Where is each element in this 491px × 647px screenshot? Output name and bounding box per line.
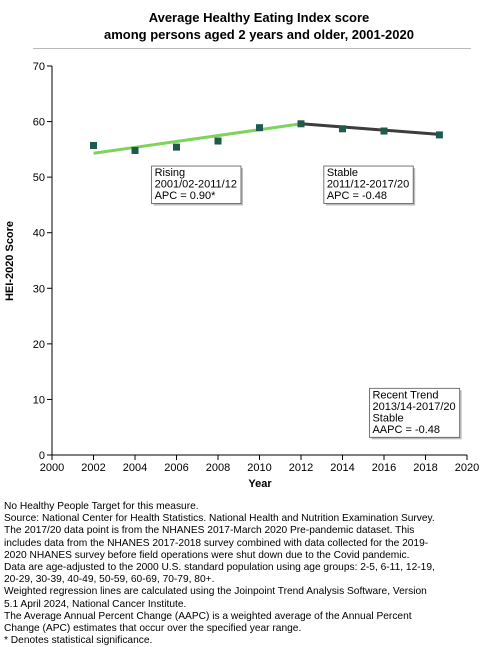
footnote-line: No Healthy People Target for this measur… (4, 501, 199, 512)
footnote-line: Source: National Center for Health Stati… (4, 513, 435, 525)
footnote-line: The Average Annual Percent Change (AAPC)… (4, 610, 412, 622)
y-axis-label: HEI-2020 Score (4, 221, 16, 301)
annotation-line: 2001/02-2011/12 (155, 179, 237, 191)
y-tick-label: 60 (33, 117, 45, 129)
footnote-line: The 2017/20 data point is from the NHANE… (4, 525, 415, 537)
footnotes: No Healthy People Target for this measur… (4, 501, 489, 647)
x-tick-label: 2006 (164, 462, 188, 474)
data-points (90, 120, 443, 154)
footnote-line: includes data from the NHANES 2017-2018 … (4, 537, 429, 549)
x-tick-label: 2000 (40, 462, 64, 474)
annotation-line: APC = -0.48 (327, 190, 387, 202)
x-tick-label: 2014 (330, 462, 354, 474)
x-tick-label: 2016 (372, 462, 396, 474)
data-point (173, 143, 180, 151)
axes: 0 10 20 30 40 50 60 70 2000 2002 2004 2006 2008 2010 2… (33, 61, 479, 474)
x-tick-label: 2008 (206, 462, 230, 474)
trend-line-stable (300, 122, 440, 136)
x-tick-label: 2020 (455, 462, 479, 474)
footnote-line: Weighted regression lines are calculated… (4, 586, 427, 598)
footnote-line: Data are age-adjusted to the 2000 U.S. s… (4, 562, 435, 574)
data-point (256, 124, 263, 132)
y-tick-label: 40 (33, 228, 45, 240)
trend-lines (93, 122, 440, 155)
chart: Average Healthy Eating Index score among… (4, 10, 479, 490)
footnote-line: 20-29, 30-39, 40-49, 50-59, 60-69, 70-79… (4, 574, 215, 586)
footnote-line: * Denotes statistical significance. (4, 635, 153, 647)
data-point (90, 141, 97, 149)
x-tick-label: 2012 (289, 462, 313, 474)
annotation-line: 2013/14-2017/20 (372, 401, 455, 413)
annotation-line: Recent Trend (372, 389, 438, 401)
annotation-frame (369, 387, 461, 438)
data-point (435, 131, 443, 139)
footnote-line: 5.1 April 2024, National Cancer Institut… (4, 598, 187, 610)
data-point (380, 127, 388, 135)
data-point (297, 120, 305, 128)
annotation-frame (151, 165, 242, 204)
x-axis-label: Year (248, 478, 272, 490)
annotation-line: 2011/12-2017/20 (327, 179, 409, 191)
x-tick-label: 2002 (81, 462, 105, 474)
footnote-line: 2020 NHANES survey before field operatio… (4, 549, 410, 561)
y-tick-label: 70 (33, 61, 45, 73)
data-point (131, 146, 139, 154)
annotation-line: Stable (327, 167, 358, 179)
annotation-line: Stable (372, 412, 403, 424)
annotation-line: APC = 0.90* (155, 190, 217, 202)
footnote-line: Change (APC) estimates that occur over t… (4, 623, 302, 635)
y-tick-label: 20 (33, 339, 45, 351)
annotation-line: AAPC = -0.48 (372, 424, 440, 436)
annotation-frame (323, 165, 414, 204)
data-point (339, 125, 346, 133)
x-tick-label: 2004 (123, 462, 147, 474)
chart-title-line-2: among persons aged 2 years and older, 20… (104, 27, 414, 42)
x-tick-label: 2018 (413, 462, 437, 474)
chart-title-line-1: Average Healthy Eating Index score (149, 10, 370, 25)
y-tick-label: 0 (39, 450, 45, 462)
y-tick-label: 50 (33, 172, 45, 184)
y-tick-label: 30 (33, 283, 45, 295)
annotation-line: Rising (155, 167, 186, 179)
trend-line-rising (93, 122, 302, 155)
data-point (214, 137, 222, 145)
x-tick-label: 2010 (247, 462, 271, 474)
y-tick-label: 10 (33, 394, 45, 406)
